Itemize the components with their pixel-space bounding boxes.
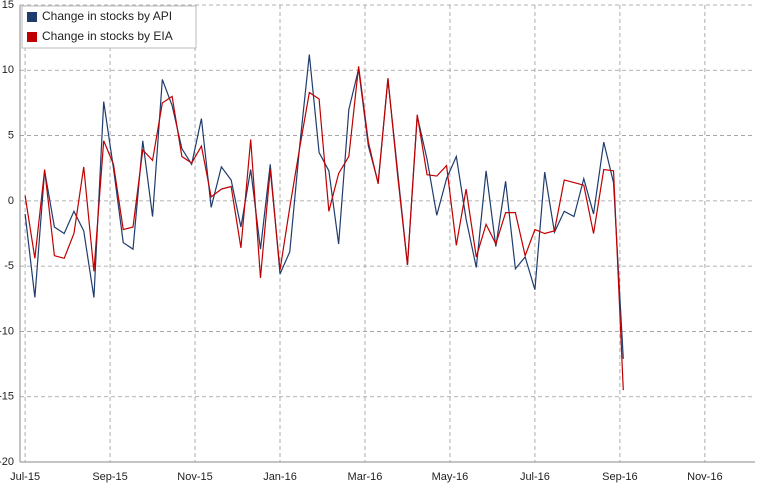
- y-tick-label: 15: [2, 0, 14, 11]
- x-tick-label: Nov-15: [177, 471, 212, 483]
- y-tick-label: -20: [0, 456, 14, 468]
- x-tick-label: Jul-16: [520, 471, 550, 483]
- x-tick-label: Nov-16: [687, 471, 722, 483]
- x-tick-label: Jan-16: [263, 471, 297, 483]
- legend-label: Change in stocks by API: [42, 9, 172, 23]
- x-tick-label: Mar-16: [348, 471, 383, 483]
- legend-swatch: [27, 32, 37, 42]
- y-tick-label: 0: [8, 195, 14, 207]
- plot-area: [20, 5, 755, 462]
- y-tick-label: 5: [8, 129, 14, 141]
- y-tick-label: -5: [4, 260, 14, 272]
- y-tick-label: 10: [2, 64, 14, 76]
- x-tick-label: Jul-15: [10, 471, 40, 483]
- x-tick-label: May-16: [432, 471, 469, 483]
- legend-box: [21, 5, 197, 49]
- x-tick-label: Sep-16: [602, 471, 637, 483]
- legend-label: Change in stocks by EIA: [42, 29, 173, 43]
- series-line: [24, 66, 624, 391]
- y-tick-label: -15: [0, 391, 14, 403]
- legend: Change in stocks by API Change in stocks …: [21, 5, 197, 49]
- y-tick-label: -10: [0, 325, 14, 337]
- x-tick-label: Sep-15: [92, 471, 127, 483]
- legend-swatch: [27, 12, 37, 22]
